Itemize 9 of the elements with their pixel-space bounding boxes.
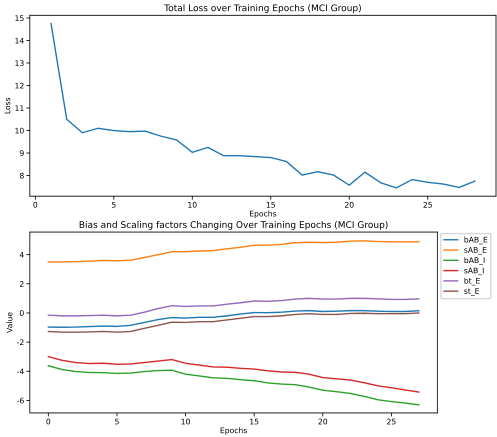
line-series — [48, 365, 420, 406]
chart-title: Total Loss over Training Epochs (MCI Group) — [164, 4, 361, 14]
line-series — [48, 240, 420, 263]
chart-title: Bias and Scaling factors Changing Over Training Epochs (MCI Group) — [80, 221, 388, 230]
line-series — [50, 22, 476, 189]
line-series — [48, 312, 420, 333]
line-series — [48, 298, 420, 317]
line-series — [48, 310, 420, 328]
line-series — [48, 356, 420, 393]
